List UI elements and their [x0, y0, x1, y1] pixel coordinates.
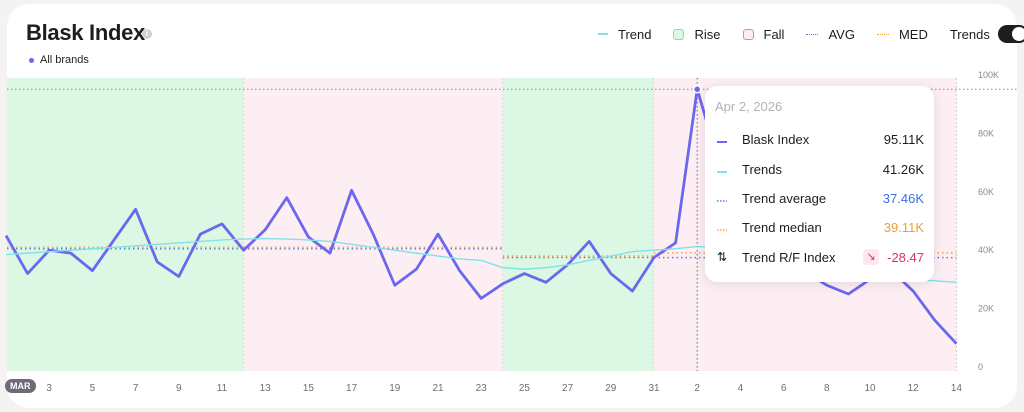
- month-badge: MAR: [5, 379, 36, 393]
- x-tick-label: 14: [951, 383, 963, 394]
- x-tick-label: 27: [562, 383, 574, 394]
- x-tick-label: 29: [605, 383, 617, 394]
- x-tick-label: 6: [781, 383, 787, 394]
- region-fall: [243, 78, 503, 371]
- line-icon: [717, 162, 727, 177]
- y-tick-label: 80K: [978, 128, 994, 138]
- box-icon: [673, 28, 685, 40]
- y-tick-label: 100K: [978, 70, 999, 80]
- x-tick-label: 7: [133, 383, 139, 394]
- x-tick-label: 23: [476, 383, 488, 394]
- x-tick-label: 9: [176, 383, 182, 394]
- x-tick-label: 3: [46, 383, 52, 394]
- x-tick-label: 17: [346, 383, 358, 394]
- y-tick-label: 60K: [978, 187, 994, 197]
- x-tick-label: 31: [648, 383, 660, 394]
- x-tick-label: 2: [694, 383, 700, 394]
- tooltip-row-trend-median: Trend median 39.11K: [717, 220, 924, 235]
- brand-dot-icon: [29, 57, 34, 63]
- x-axis: 3 5 7 9 11 13 15 17 19 21 23 25 27 29 31 2 4 6 8 10 12 14: [46, 383, 962, 394]
- x-tick-label: 5: [90, 383, 96, 394]
- box-icon: [742, 28, 754, 40]
- tooltip: Apr 2, 2026 Blask Index 95.11K Trends 41…: [705, 86, 934, 282]
- dotted-line-icon: [876, 33, 889, 35]
- x-tick-label: 15: [303, 383, 315, 394]
- page-title: Blask Index: [26, 20, 145, 45]
- x-tick-label: 12: [908, 383, 920, 394]
- x-tick-label: 21: [432, 383, 444, 394]
- x-tick-label: 4: [738, 383, 744, 394]
- tooltip-row-trends: Trends 41.26K: [717, 162, 924, 177]
- dotted-line-icon: [806, 33, 819, 35]
- x-tick-label: 10: [864, 383, 876, 394]
- trends-toggle-group: Trends: [950, 25, 1024, 43]
- line-icon: [717, 132, 727, 147]
- region-rise: [502, 78, 654, 371]
- legend-med[interactable]: MED: [876, 27, 928, 42]
- line-icon: [598, 33, 608, 35]
- dotted-line-icon: [717, 191, 727, 206]
- dotted-line-icon: [717, 220, 727, 235]
- x-tick-label: 13: [260, 383, 272, 394]
- info-icon[interactable]: i: [142, 29, 152, 39]
- legend-avg[interactable]: AVG: [806, 27, 855, 42]
- brand-filter[interactable]: All brands: [29, 54, 89, 66]
- x-tick-label: 19: [389, 383, 401, 394]
- legend: Trend Rise Fall AVG MED Trends: [598, 25, 1024, 43]
- trends-toggle-label: Trends: [949, 26, 990, 42]
- tooltip-row-trend-average: Trend average 37.46K: [717, 191, 924, 206]
- legend-trend[interactable]: Trend: [598, 27, 651, 42]
- y-tick-label: 20K: [978, 304, 994, 314]
- x-tick-label: 11: [217, 383, 228, 394]
- tooltip-row-rf-index: ⇅ Trend R/F Index ↘ -28.47: [717, 249, 924, 265]
- legend-fall[interactable]: Fall: [742, 27, 784, 42]
- x-tick-label: 8: [824, 383, 830, 394]
- tooltip-date: Apr 2, 2026: [715, 99, 783, 114]
- arrows-up-down-icon: ⇅: [717, 250, 728, 264]
- y-tick-label: 0: [978, 362, 983, 372]
- toggle-knob: [1011, 27, 1024, 41]
- trends-toggle[interactable]: [997, 25, 1024, 43]
- legend-rise[interactable]: Rise: [673, 27, 721, 42]
- y-axis: 100K 80K 60K 40K 20K 0: [978, 70, 999, 372]
- y-tick-label: 40K: [978, 245, 994, 255]
- tooltip-row-blask-index: Blask Index 95.11K: [717, 132, 924, 147]
- trend-down-icon: ↘: [863, 249, 880, 265]
- x-tick-label: 25: [519, 383, 531, 394]
- hover-point[interactable]: [692, 85, 702, 94]
- brand-label: All brands: [40, 54, 89, 66]
